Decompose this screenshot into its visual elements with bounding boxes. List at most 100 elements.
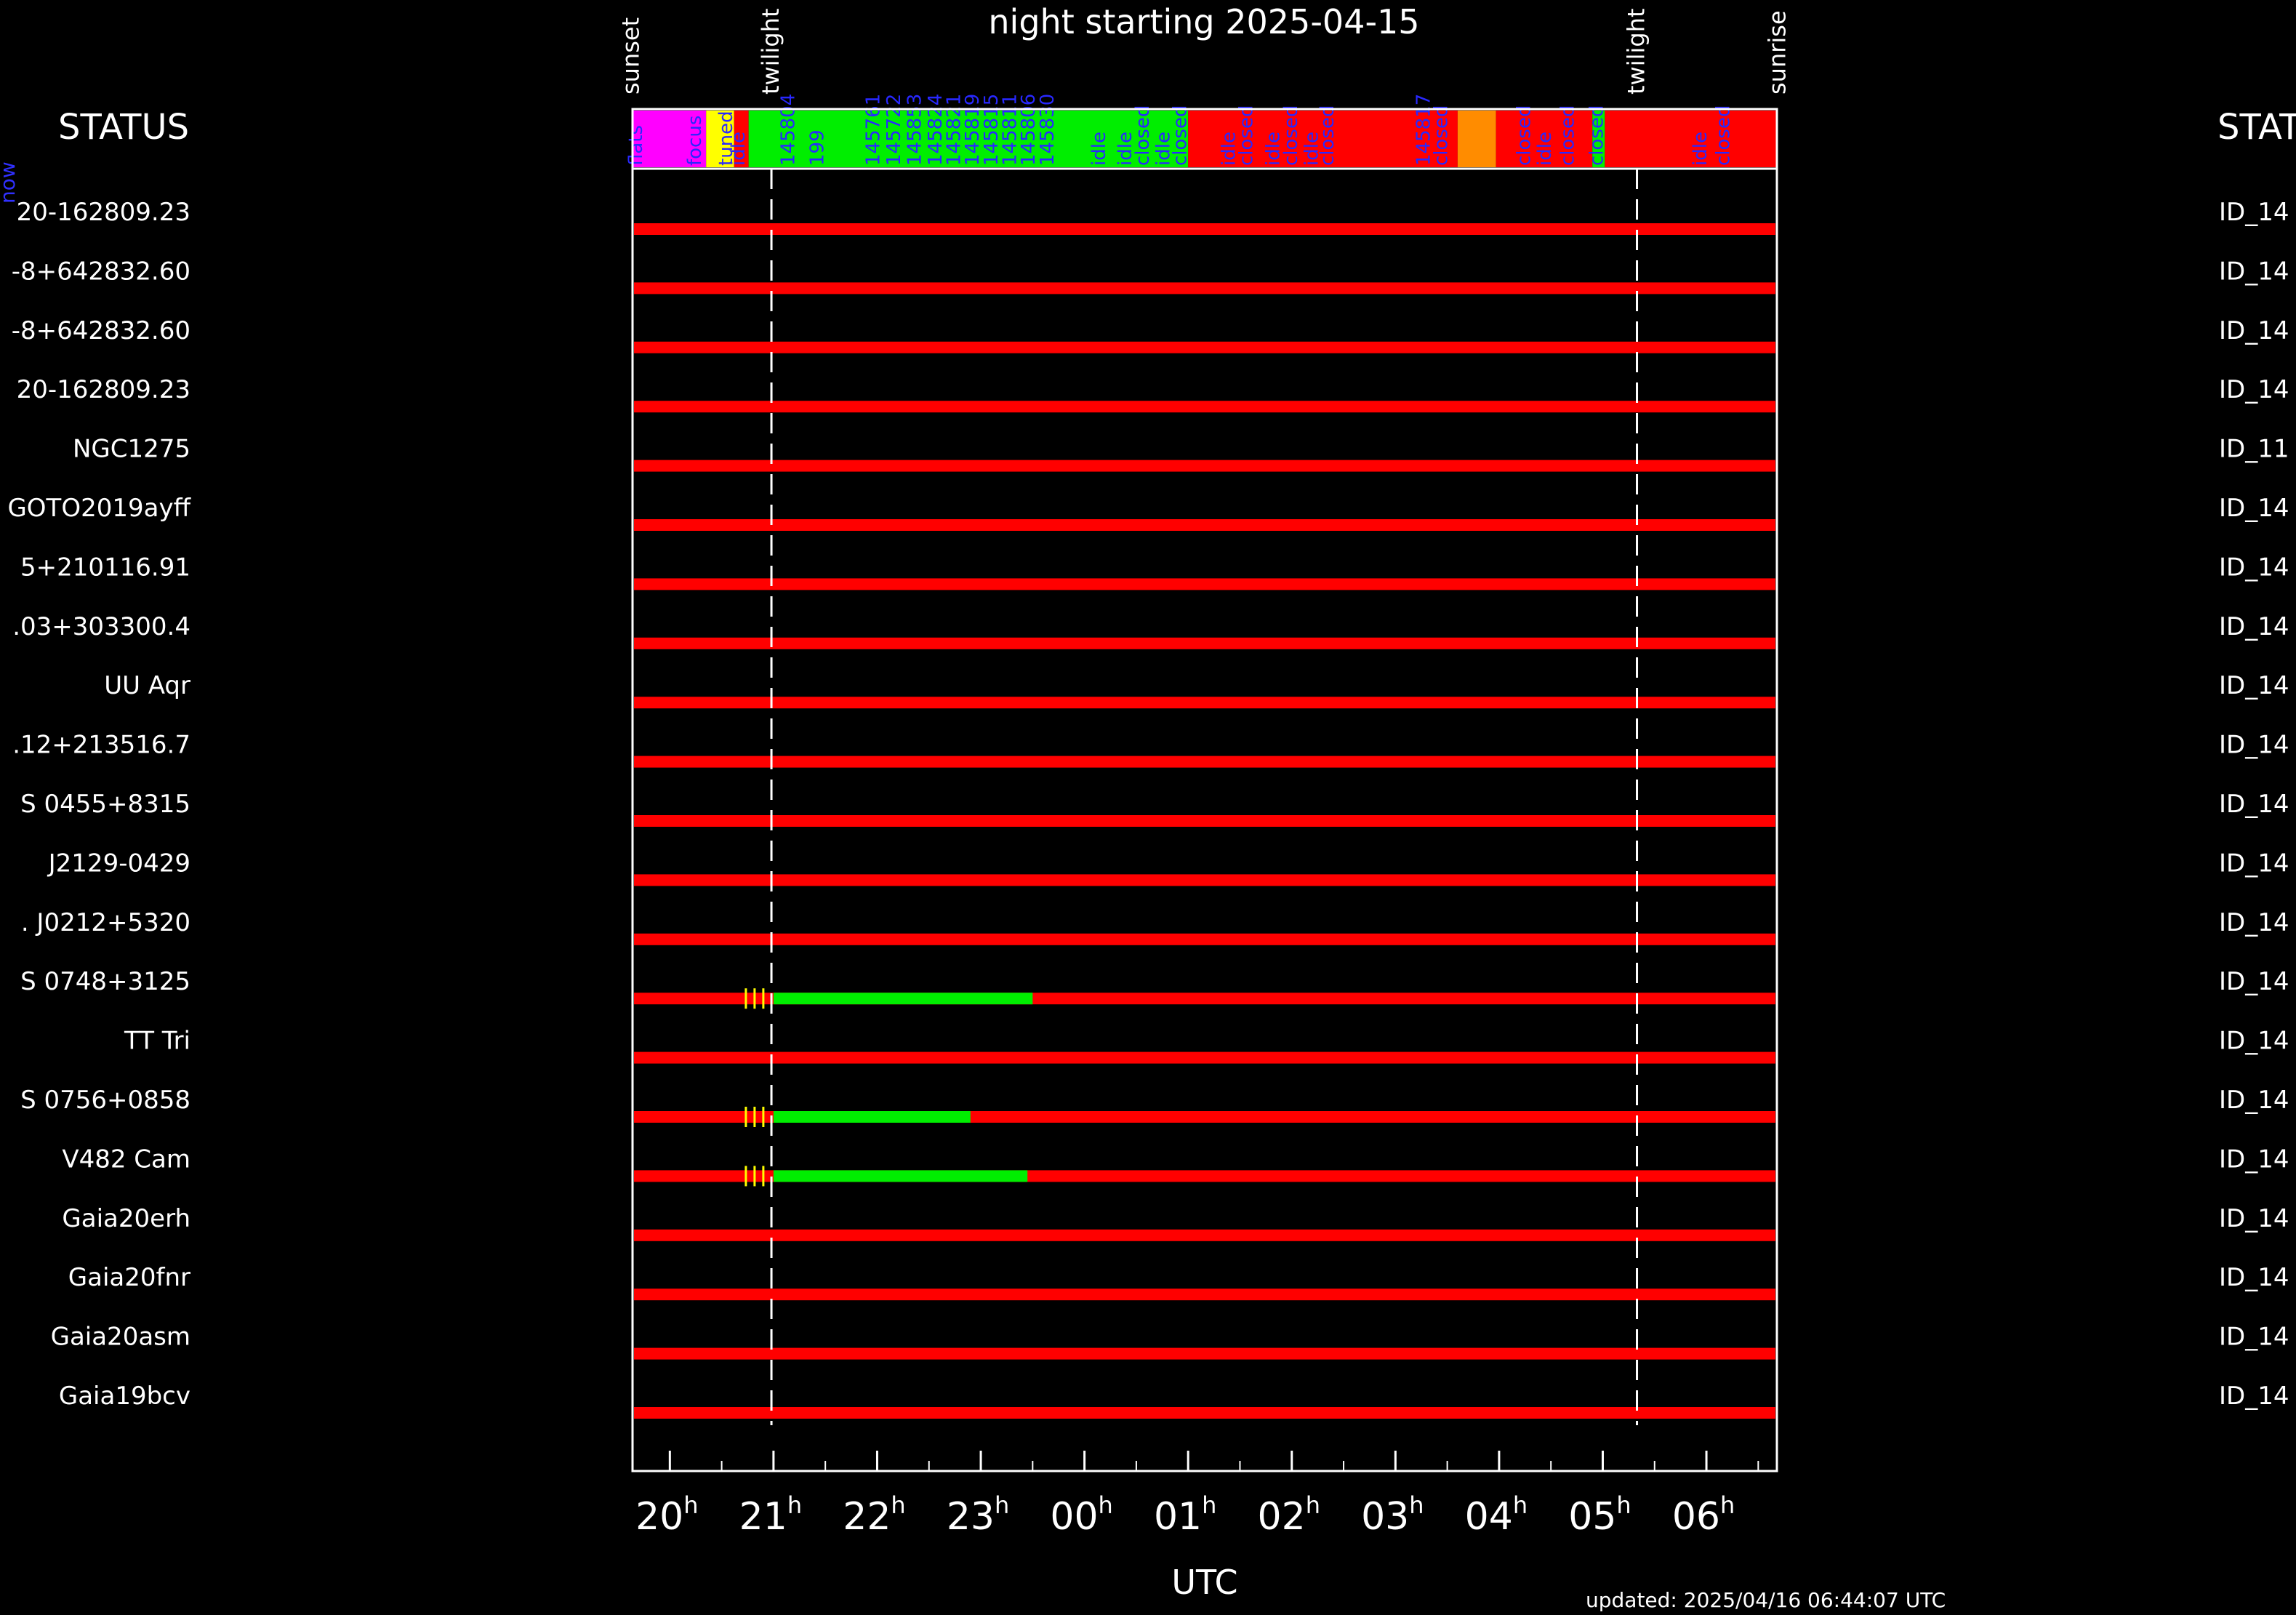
target-bar <box>634 933 1775 945</box>
target-bar <box>634 519 1775 531</box>
status-label: 145819 <box>962 94 984 166</box>
status-label: 145806 <box>1018 94 1040 166</box>
target-id: ID_14 <box>2219 1086 2289 1115</box>
status-segment <box>706 111 734 167</box>
status-label: 145811 <box>1000 94 1021 166</box>
status-segment <box>1496 111 1593 167</box>
target-bar <box>634 223 1775 235</box>
x-axis: 20h 21h 22h 23h 00h 01h 02h 03h 04h 05h 06h <box>635 1451 1759 1539</box>
target-bar <box>634 1051 1775 1064</box>
status-label: 145817 <box>1413 94 1434 166</box>
status-label: 145853 <box>904 94 926 166</box>
status-bar-frame <box>631 108 1778 170</box>
tick-label: 05h <box>1568 1491 1631 1539</box>
target-name: Gaia19bcv <box>59 1382 190 1411</box>
target-id: ID_14 <box>2219 612 2289 641</box>
target-bar <box>634 874 1775 886</box>
tick-label: 06h <box>1672 1491 1735 1539</box>
target-name: -8+642832.60 <box>12 316 190 345</box>
status-label: closed <box>1317 105 1338 166</box>
tick-label: 02h <box>1258 1491 1320 1539</box>
x-axis-label: UTC <box>1171 1563 1237 1602</box>
target-name: S 0748+3125 <box>20 967 190 996</box>
target-observed-bar <box>773 1111 971 1123</box>
target-bar <box>634 401 1775 413</box>
event-label: sunset <box>617 17 645 95</box>
status-label-right: STAT <box>2217 107 2296 148</box>
target-name: 20-162809.23 <box>17 198 190 227</box>
status-label: idle <box>1088 132 1110 166</box>
tick-label: 01h <box>1154 1491 1216 1539</box>
target-name: Gaia20asm <box>51 1323 190 1352</box>
target-name: V482 Cam <box>62 1145 190 1174</box>
tick-label: 23h <box>947 1491 1009 1539</box>
target-bar <box>634 1347 1775 1360</box>
target-id: ID_14 <box>2219 967 2289 996</box>
target-id: ID_14 <box>2219 1145 2289 1174</box>
status-label-left: STATUS <box>58 107 189 148</box>
target-id: ID_14 <box>2219 257 2289 286</box>
status-label: idle <box>1218 132 1240 166</box>
status-label: idle <box>1263 132 1285 166</box>
target-id: ID_14 <box>2219 1263 2289 1292</box>
target-bar <box>634 1407 1775 1419</box>
target-id: ID_14 <box>2219 671 2289 700</box>
status-label: closed <box>1236 105 1258 166</box>
target-name: NGC1275 <box>73 435 190 464</box>
status-label: idle <box>1690 132 1711 166</box>
status-label: focus <box>684 116 706 166</box>
status-label: 145821 <box>944 94 966 166</box>
status-label: closed <box>1557 105 1579 166</box>
target-id: ID_14 <box>2219 494 2289 523</box>
target-name: .03+303300.4 <box>12 612 190 641</box>
status-label: 145804 <box>777 94 799 166</box>
target-observed-bar <box>773 993 1033 1005</box>
event-label: twilight <box>757 8 784 95</box>
status-label: closed <box>1169 105 1191 166</box>
tick-label: 03h <box>1361 1491 1424 1539</box>
target-bar <box>634 460 1775 472</box>
target-bar <box>634 1229 1775 1241</box>
status-label: closed <box>1712 105 1734 166</box>
target-bar <box>634 282 1775 294</box>
target-id: ID_14 <box>2219 731 2289 760</box>
event-labels: sunset twilight twilight sunrise <box>617 8 1791 95</box>
target-id: ID_14 <box>2219 375 2289 404</box>
status-label: 145761 <box>862 94 884 166</box>
status-label: idle <box>1115 132 1136 166</box>
target-name: Gaia20fnr <box>68 1263 190 1292</box>
target-observed-bar <box>773 1170 1028 1182</box>
status-label: idle <box>728 132 750 166</box>
chart-title: night starting 2025-04-15 <box>988 2 1419 41</box>
status-label: 145815 <box>981 94 1003 166</box>
status-segment <box>1605 111 1777 167</box>
status-label: idle <box>1534 132 1556 166</box>
status-bar <box>633 111 1777 167</box>
status-segment <box>748 111 1189 167</box>
target-name: . J0212+5320 <box>21 908 190 937</box>
status-label: 145722 <box>883 94 905 166</box>
target-id: ID_14 <box>2219 1382 2289 1411</box>
status-segment <box>633 111 707 167</box>
tick-label: 00h <box>1050 1491 1112 1539</box>
event-label: twilight <box>1623 8 1650 95</box>
updated-timestamp: updated: 2025/04/16 06:44:07 UTC <box>1586 1588 1946 1612</box>
status-label: closed <box>1586 105 1607 166</box>
tick-label: 22h <box>843 1491 905 1539</box>
status-segment <box>1457 111 1496 167</box>
target-name: 20-162809.23 <box>17 375 190 404</box>
target-id: ID_11 <box>2219 435 2289 464</box>
status-label: 199 <box>806 129 828 166</box>
target-id: ID_14 <box>2219 908 2289 937</box>
status-label: flats <box>625 125 647 166</box>
target-name: S 0756+0858 <box>20 1086 190 1115</box>
status-label: closed <box>1132 105 1154 166</box>
status-row-side-label: now <box>0 161 20 204</box>
target-bar <box>634 637 1775 649</box>
target-name: -8+642832.60 <box>12 257 190 286</box>
target-id: ID_14 <box>2219 198 2289 227</box>
target-name: .12+213516.7 <box>12 731 190 760</box>
tick-label: 04h <box>1465 1491 1528 1539</box>
